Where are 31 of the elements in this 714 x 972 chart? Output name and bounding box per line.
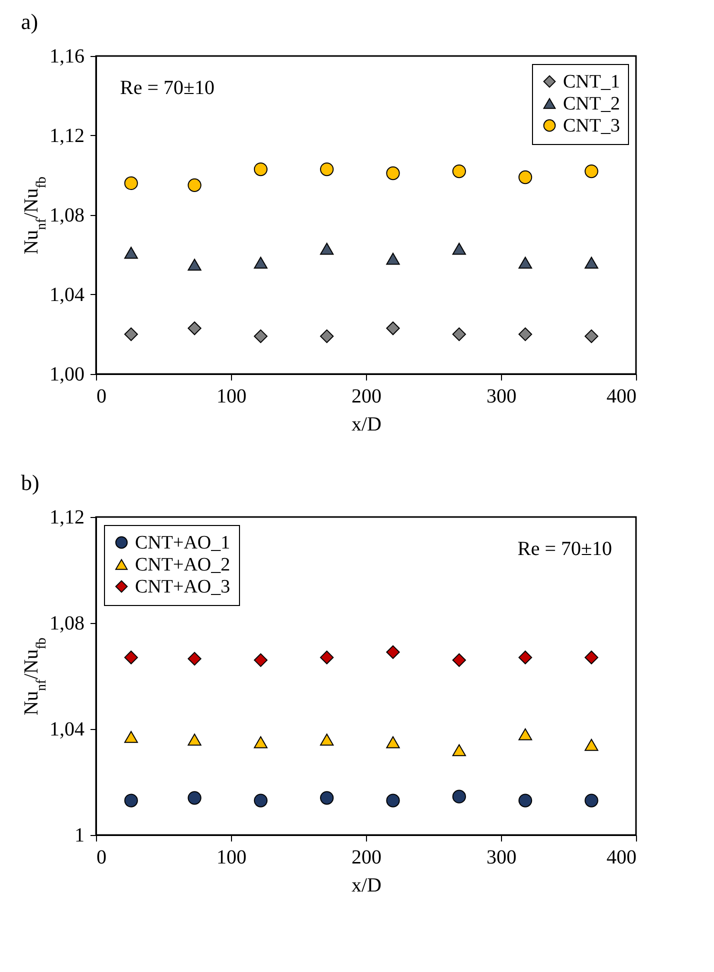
- legend-label: CNT+AO_2: [135, 554, 230, 576]
- legend-label: CNT+AO_1: [135, 532, 230, 554]
- legend-label: CNT_3: [563, 116, 620, 136]
- y-tick-label: 1,04: [50, 718, 84, 740]
- x-axis-title: x/D: [352, 874, 382, 896]
- x-tick-label: 100: [216, 386, 246, 408]
- chart-title: a): [21, 9, 38, 34]
- y-tick-label: 1: [74, 824, 84, 846]
- x-tick-label: 200: [352, 386, 382, 408]
- y-tick-label: 1,16: [50, 46, 84, 68]
- y-tick-label: 1,12: [50, 506, 84, 528]
- x-tick-label: 0: [96, 386, 106, 408]
- x-tick-label: 0: [96, 846, 106, 868]
- chart-title: b): [21, 470, 40, 495]
- y-tick-label: 1,12: [50, 125, 84, 147]
- x-tick-label: 300: [486, 846, 516, 868]
- annotation: Re = 70±10: [120, 77, 214, 99]
- y-tick-label: 1,08: [50, 204, 84, 226]
- legend-label: CNT_2: [563, 94, 620, 114]
- y-tick-label: 1,08: [50, 612, 84, 634]
- y-tick-label: 1,04: [50, 284, 84, 306]
- legend-label: CNT_1: [563, 72, 620, 92]
- annotation: Re = 70±10: [518, 538, 612, 560]
- x-tick-label: 300: [486, 386, 516, 408]
- legend-label: CNT+AO_3: [135, 576, 230, 598]
- x-tick-label: 400: [606, 386, 636, 408]
- x-tick-label: 400: [606, 846, 636, 868]
- x-tick-label: 100: [216, 846, 246, 868]
- y-tick-label: 1,00: [50, 364, 84, 386]
- x-tick-label: 200: [352, 846, 382, 868]
- x-axis-title: x/D: [352, 414, 382, 436]
